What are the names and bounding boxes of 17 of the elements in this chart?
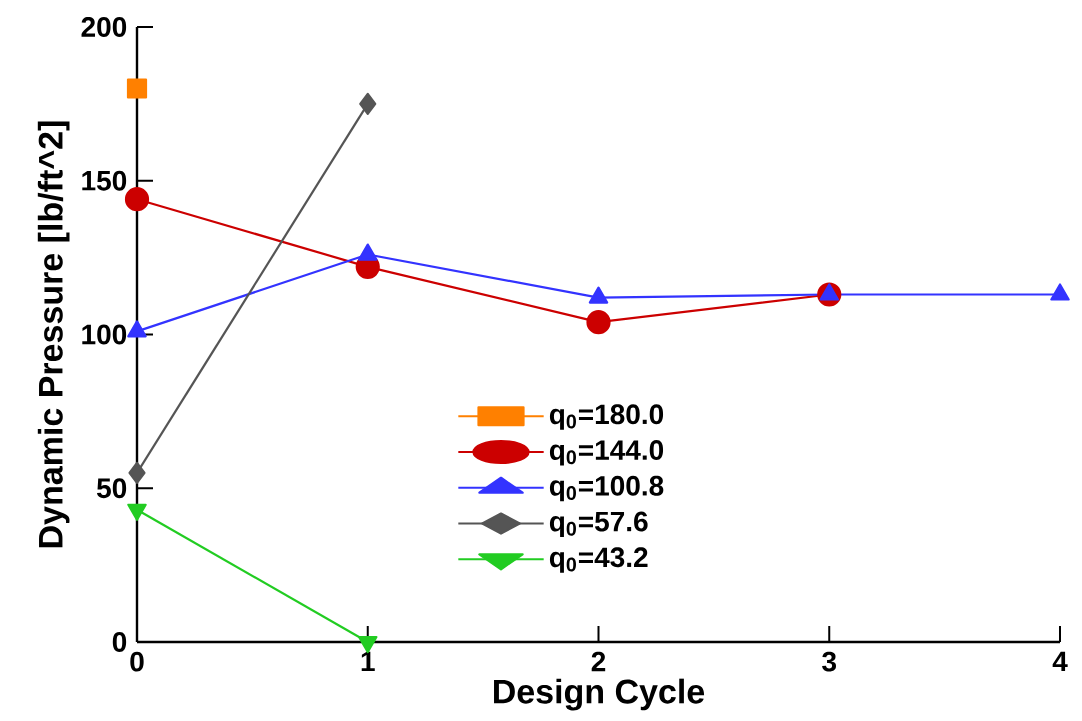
x-axis-title: Design Cycle — [494, 678, 705, 711]
x-tick-label: 3 — [822, 651, 837, 672]
x-tick-label: 1 — [361, 651, 375, 671]
legend-label: q$_{0}$=43.2 — [549, 547, 648, 573]
x-tick-label: 0 — [130, 651, 144, 672]
x-tick-label: 4 — [1052, 651, 1068, 671]
legend-label: q$_{0}$=180.0 — [549, 404, 664, 430]
y-tick-label: 150 — [82, 170, 127, 191]
x-tick-label: 2 — [591, 651, 606, 672]
legend-label: q$_{0}$=144.0 — [549, 440, 664, 466]
y-axis-title: Dynamic Pressure [lb/ft^2] — [37, 121, 70, 548]
y-tick-label: 200 — [81, 17, 127, 37]
legend-label: q$_{0}$=57.6 — [549, 511, 648, 537]
y-tick-label: 100 — [82, 324, 127, 345]
y-tick-label: 50 — [96, 478, 127, 499]
legend-label: q$_{0}$=100.8 — [549, 475, 664, 502]
y-tick-label: 0 — [112, 632, 127, 652]
